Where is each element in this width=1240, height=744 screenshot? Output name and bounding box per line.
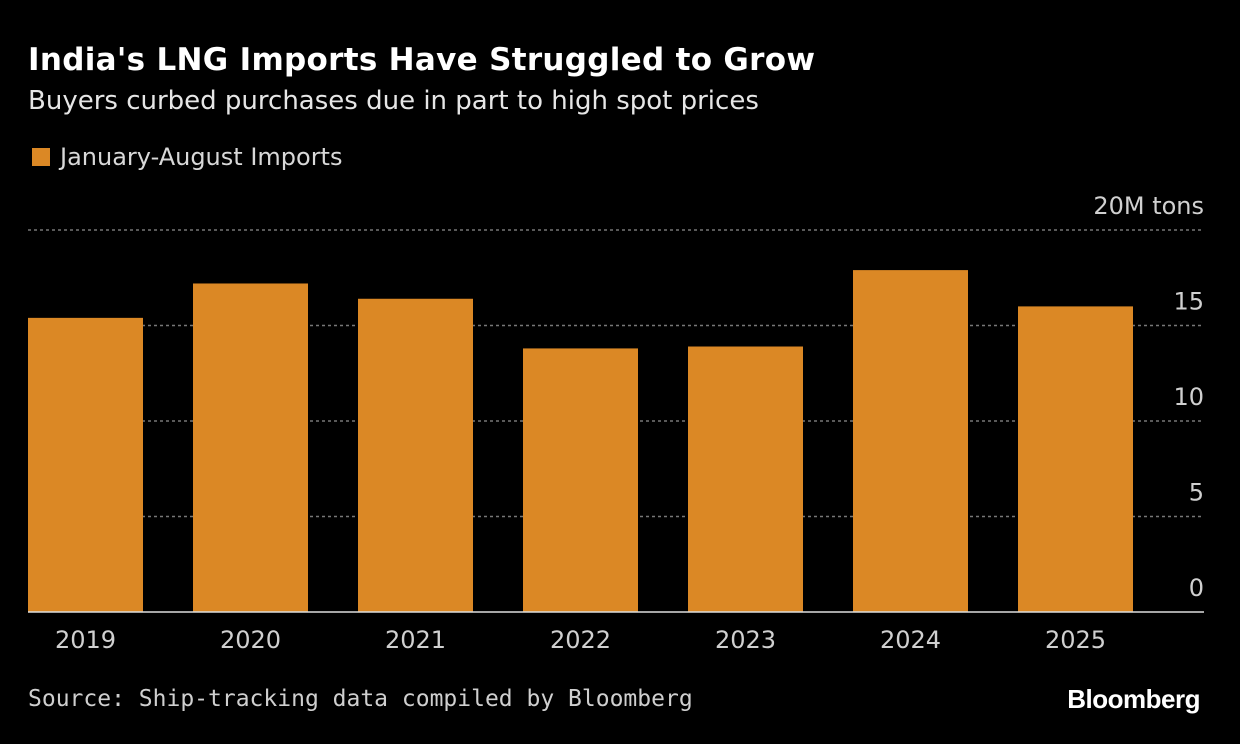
y-tick-label: 0 xyxy=(1189,574,1204,602)
bar xyxy=(688,346,803,612)
x-tick-label: 2020 xyxy=(220,626,281,654)
source-note: Source: Ship-tracking data compiled by B… xyxy=(28,686,693,712)
bar xyxy=(358,298,473,612)
chart-subtitle: Buyers curbed purchases due in part to h… xyxy=(28,86,759,116)
bloomberg-logo: Bloomberg xyxy=(1067,684,1200,714)
y-tick-label: 5 xyxy=(1189,479,1204,507)
legend-swatch xyxy=(32,148,50,166)
x-tick-label: 2025 xyxy=(1045,626,1106,654)
y-tick-label: 20M tons xyxy=(1093,192,1204,220)
x-tick-label: 2019 xyxy=(55,626,116,654)
bar xyxy=(193,283,308,612)
legend: January-August Imports xyxy=(32,143,342,171)
y-tick-label: 15 xyxy=(1173,288,1204,316)
bar xyxy=(28,317,143,612)
x-tick-label: 2021 xyxy=(385,626,446,654)
chart-title: India's LNG Imports Have Struggled to Gr… xyxy=(28,42,816,78)
legend-label: January-August Imports xyxy=(60,143,343,171)
y-tick-label: 10 xyxy=(1173,383,1204,411)
bar xyxy=(523,348,638,612)
x-tick-label: 2023 xyxy=(715,626,776,654)
x-tick-label: 2024 xyxy=(880,626,941,654)
bar xyxy=(853,270,968,612)
bar xyxy=(1018,306,1133,612)
x-tick-label: 2022 xyxy=(550,626,611,654)
